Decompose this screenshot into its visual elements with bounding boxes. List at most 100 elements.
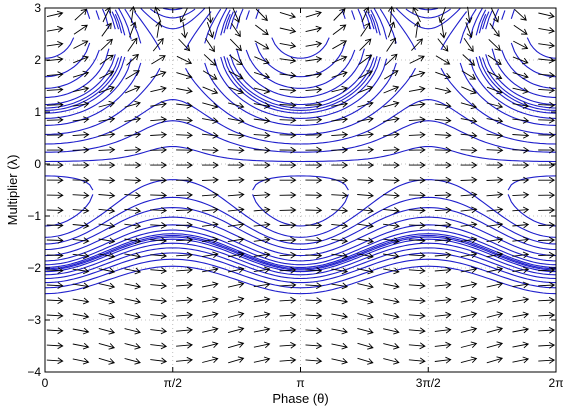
direction-arrow (176, 341, 193, 349)
direction-arrow (46, 206, 64, 214)
streamline-H=1.45 (111, 11, 490, 30)
streamline-H=3.2 (44, 265, 557, 295)
direction-arrow (305, 312, 323, 320)
direction-arrow (46, 297, 64, 304)
direction-arrow (98, 252, 116, 260)
direction-arrow (538, 27, 555, 34)
streamline-H=0.7 (45, 67, 556, 135)
y-tick-label: −1 (27, 209, 41, 223)
direction-arrow (359, 38, 372, 51)
direction-arrow (486, 86, 503, 95)
direction-arrow (227, 132, 245, 139)
direction-arrow (384, 53, 398, 66)
direction-arrow (460, 296, 478, 304)
direction-arrow (434, 356, 452, 364)
streamline-H=0.7 (133, 11, 468, 51)
direction-arrow (435, 71, 452, 80)
direction-arrow (72, 70, 90, 78)
direction-arrow (331, 55, 348, 64)
direction-arrow (124, 100, 141, 108)
direction-arrow (46, 146, 64, 154)
direction-arrow (72, 342, 90, 350)
direction-arrow (227, 236, 245, 244)
streamline-H=0.45 (45, 207, 556, 251)
direction-arrow (150, 70, 167, 79)
streamline-H=0.7 (44, 216, 557, 257)
direction-arrow (227, 266, 245, 274)
direction-arrow (383, 85, 400, 94)
direction-arrow (333, 8, 346, 21)
direction-arrow (98, 297, 116, 305)
direction-arrow (150, 176, 168, 184)
streamline-H=2.7 (44, 258, 557, 289)
direction-arrow (538, 71, 556, 79)
direction-arrow (434, 266, 452, 274)
direction-arrow (460, 221, 478, 229)
direction-arrow (46, 10, 64, 18)
streamline-H=0.45 (44, 99, 557, 145)
direction-arrow (73, 40, 89, 49)
streamline-H=1.38 (114, 13, 487, 34)
direction-arrow (253, 87, 271, 95)
direction-arrow (202, 341, 219, 349)
direction-arrow (253, 281, 271, 289)
direction-arrow (124, 237, 142, 245)
streamline-H=1.75 (44, 242, 557, 276)
direction-arrow (98, 116, 116, 123)
direction-arrow (206, 6, 214, 24)
direction-arrow (150, 116, 168, 124)
direction-arrow (486, 341, 504, 349)
direction-arrow (227, 206, 245, 214)
direction-arrow (46, 101, 64, 109)
direction-arrow (124, 327, 141, 335)
direction-arrow (72, 327, 90, 335)
direction-arrow (150, 161, 168, 169)
direction-arrow (305, 146, 323, 154)
direction-arrow (305, 161, 323, 169)
direction-arrow (72, 237, 90, 245)
direction-arrow (124, 267, 142, 275)
direction-arrow (305, 101, 323, 109)
direction-arrow (205, 37, 215, 53)
direction-arrow (357, 176, 375, 184)
direction-arrow (124, 252, 142, 260)
direction-arrow (253, 71, 271, 80)
direction-arrow (150, 85, 167, 93)
direction-arrow (129, 21, 137, 38)
direction-arrow (227, 251, 245, 259)
y-tick-label: 1 (34, 105, 41, 119)
plot-frame (44, 7, 557, 373)
direction-arrow (358, 54, 373, 65)
direction-arrow (357, 70, 373, 79)
direction-arrow (408, 85, 426, 93)
direction-arrow (357, 207, 374, 214)
streamline-H=0.95 (44, 224, 557, 262)
direction-arrow (98, 131, 116, 139)
y-tick-label: 3 (34, 1, 41, 15)
streamline-H=2.0 (95, 10, 506, 20)
direction-arrow (176, 281, 193, 289)
direction-arrow (357, 85, 374, 94)
direction-arrow (176, 251, 193, 259)
direction-arrow (538, 296, 556, 304)
direction-arrow (460, 311, 478, 319)
direction-arrow (435, 55, 451, 65)
direction-arrow (434, 221, 452, 229)
direction-arrow (486, 311, 504, 318)
direction-arrow (46, 282, 64, 289)
direction-arrow (357, 327, 374, 335)
direction-arrow (255, 8, 268, 22)
direction-arrow (46, 252, 64, 259)
direction-arrow (331, 237, 349, 245)
direction-arrow (124, 282, 142, 290)
direction-arrow (538, 326, 556, 334)
direction-arrow (98, 357, 116, 365)
direction-arrow (305, 40, 323, 48)
direction-arrow (129, 5, 137, 23)
direction-arrow (357, 237, 374, 245)
direction-arrow (279, 281, 297, 289)
direction-arrow (357, 116, 374, 123)
direction-arrow (202, 311, 219, 319)
direction-arrow (382, 146, 400, 154)
